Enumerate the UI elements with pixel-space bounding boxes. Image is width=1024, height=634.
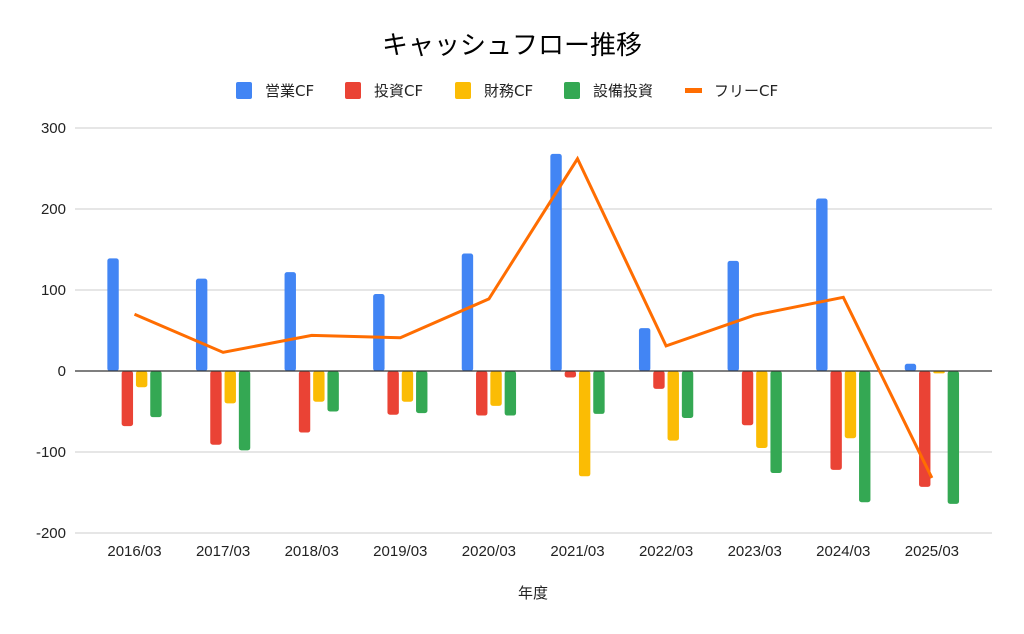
bar-group-2022-03 bbox=[638, 328, 694, 441]
x-tick-label: 2022/03 bbox=[639, 543, 693, 560]
bar-設備投資-2021/03 bbox=[593, 371, 605, 414]
bar-営業CF-2024/03 bbox=[816, 198, 828, 371]
x-tick-label: 2020/03 bbox=[462, 543, 516, 560]
x-tick-label: 2024/03 bbox=[816, 543, 870, 560]
x-tick-label: 2018/03 bbox=[285, 543, 339, 560]
bar-group-2021-03 bbox=[550, 153, 605, 477]
legend-swatch bbox=[564, 82, 580, 99]
bar-投資CF-2016/03 bbox=[121, 371, 134, 427]
bar-営業CF-2019/03 bbox=[373, 294, 385, 371]
legend-item-営業CF[interactable]: 営業CF bbox=[236, 82, 314, 100]
legend-label: フリーCF bbox=[714, 82, 778, 100]
bar-group-2024-03 bbox=[816, 198, 871, 503]
bar-設備投資-2024/03 bbox=[859, 371, 871, 503]
line-series bbox=[133, 155, 934, 479]
x-tick-label: 2023/03 bbox=[728, 543, 782, 560]
bar-投資CF-2022/03 bbox=[653, 371, 665, 389]
x-tick-label: 2016/03 bbox=[107, 543, 161, 560]
x-tick-label: 2025/03 bbox=[905, 543, 959, 560]
x-axis-title: 年度 bbox=[518, 584, 548, 602]
legend-swatch bbox=[236, 82, 252, 99]
legend-item-財務CF[interactable]: 財務CF bbox=[455, 82, 533, 100]
bar-営業CF-2023/03 bbox=[727, 260, 739, 371]
legend-item-設備投資[interactable]: 設備投資 bbox=[564, 82, 653, 100]
y-tick-label: 0 bbox=[58, 363, 66, 380]
bar-営業CF-2017/03 bbox=[195, 278, 208, 371]
legend-swatch bbox=[455, 82, 471, 99]
y-axis-ticks: 300 200 100 0 -100 -200 bbox=[36, 120, 66, 542]
bar-設備投資-2023/03 bbox=[770, 371, 782, 474]
x-axis-ticks: 2016/03 2017/03 2018/03 2019/03 2020/03 2021/… bbox=[107, 543, 959, 560]
bar-財務CF-2019/03 bbox=[401, 371, 414, 402]
bar-財務CF-2024/03 bbox=[844, 371, 857, 439]
bar-財務CF-2016/03 bbox=[135, 371, 148, 388]
bar-財務CF-2025/03 bbox=[933, 371, 945, 374]
bar-財務CF-2021/03 bbox=[578, 371, 591, 477]
bar-投資CF-2017/03 bbox=[210, 371, 222, 445]
legend-swatch bbox=[345, 82, 361, 99]
bar-設備投資-2018/03 bbox=[327, 371, 339, 412]
bar-営業CF-2016/03 bbox=[107, 258, 119, 371]
bar-投資CF-2020/03 bbox=[476, 371, 488, 416]
legend-label: 投資CF bbox=[374, 82, 423, 100]
bar-営業CF-2022/03 bbox=[638, 328, 651, 371]
bar-投資CF-2021/03 bbox=[564, 371, 577, 378]
bar-設備投資-2017/03 bbox=[238, 371, 251, 451]
bars bbox=[107, 153, 960, 504]
bar-財務CF-2020/03 bbox=[490, 371, 502, 406]
y-tick-label: -200 bbox=[36, 525, 66, 542]
x-tick-label: 2021/03 bbox=[550, 543, 604, 560]
bar-営業CF-2025/03 bbox=[904, 363, 917, 371]
bar-財務CF-2022/03 bbox=[667, 371, 679, 441]
bar-営業CF-2018/03 bbox=[284, 272, 296, 371]
legend: 営業CF 投資CF 財務CF 設備投資 フリーCF bbox=[236, 82, 778, 100]
bar-設備投資-2019/03 bbox=[416, 371, 428, 414]
legend-label: 設備投資 bbox=[593, 82, 653, 100]
y-tick-label: 100 bbox=[41, 282, 66, 299]
bar-group-2025-03 bbox=[904, 363, 960, 504]
bar-投資CF-2018/03 bbox=[298, 371, 311, 433]
bar-設備投資-2016/03 bbox=[150, 371, 162, 418]
chart-title: キャッシュフロー推移 bbox=[382, 31, 642, 61]
bar-財務CF-2018/03 bbox=[313, 371, 325, 402]
bar-group-2019-03 bbox=[373, 294, 428, 415]
bar-group-2017-03 bbox=[195, 278, 251, 451]
bar-設備投資-2022/03 bbox=[681, 371, 694, 418]
x-tick-label: 2017/03 bbox=[196, 543, 250, 560]
legend-item-フリーCF[interactable]: フリーCF bbox=[685, 82, 778, 100]
bar-財務CF-2017/03 bbox=[224, 371, 236, 404]
bar-投資CF-2024/03 bbox=[830, 371, 842, 470]
bar-営業CF-2020/03 bbox=[461, 253, 474, 371]
bar-設備投資-2025/03 bbox=[947, 371, 960, 504]
line-フリーCF bbox=[133, 155, 934, 479]
bar-group-2018-03 bbox=[284, 272, 339, 433]
bar-設備投資-2020/03 bbox=[504, 371, 517, 416]
legend-label: 営業CF bbox=[265, 82, 314, 100]
legend-item-投資CF[interactable]: 投資CF bbox=[345, 82, 423, 100]
bar-投資CF-2019/03 bbox=[387, 371, 399, 415]
legend-label: 財務CF bbox=[484, 82, 533, 100]
bar-投資CF-2023/03 bbox=[741, 371, 754, 426]
bar-group-2016-03 bbox=[107, 258, 162, 427]
x-tick-label: 2019/03 bbox=[373, 543, 427, 560]
y-tick-label: 200 bbox=[41, 201, 66, 218]
y-tick-label: -100 bbox=[36, 444, 66, 461]
bar-group-2020-03 bbox=[461, 253, 517, 416]
bar-group-2023-03 bbox=[727, 260, 782, 474]
legend-line-swatch bbox=[685, 88, 702, 93]
bar-財務CF-2023/03 bbox=[756, 371, 768, 448]
y-tick-label: 300 bbox=[41, 120, 66, 137]
gridlines bbox=[75, 127, 992, 534]
bar-営業CF-2021/03 bbox=[550, 153, 562, 371]
